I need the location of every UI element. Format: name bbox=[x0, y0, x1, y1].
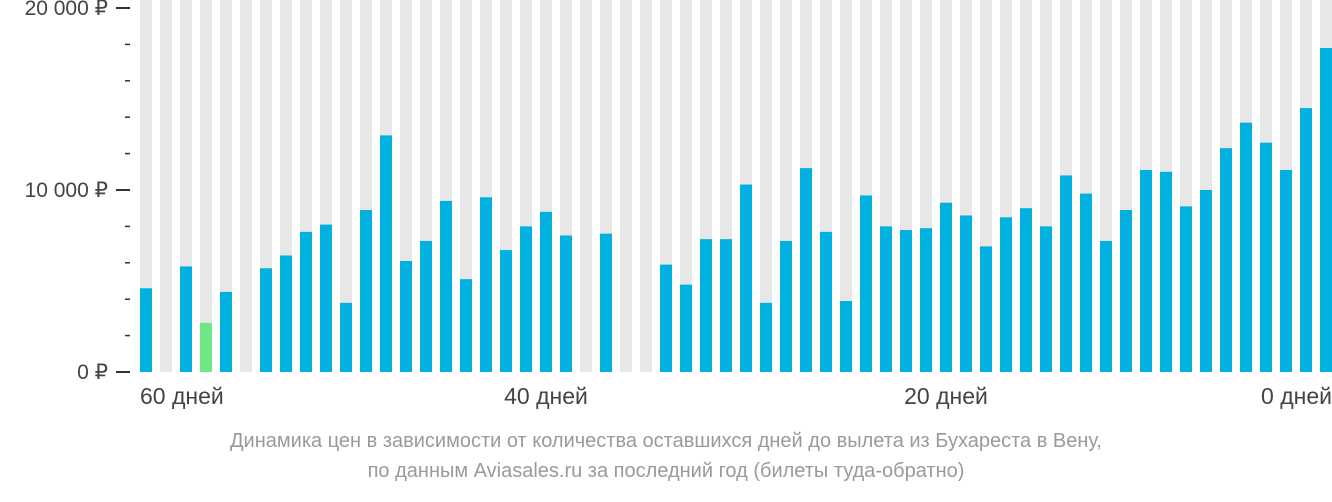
day-column-bg bbox=[580, 0, 592, 372]
price-bar[interactable] bbox=[880, 226, 892, 372]
price-bar[interactable] bbox=[320, 224, 332, 372]
price-bar[interactable] bbox=[860, 195, 872, 372]
x-tick-label: 60 дней bbox=[140, 383, 224, 409]
y-tick-label: 10 000 ₽ bbox=[25, 179, 108, 202]
price-bar[interactable] bbox=[220, 291, 232, 372]
day-column-bg bbox=[680, 0, 692, 372]
price-bar[interactable] bbox=[1300, 108, 1312, 372]
price-bar[interactable] bbox=[940, 202, 952, 372]
price-bar[interactable] bbox=[460, 279, 472, 372]
chart-caption-line-1: Динамика цен в зависимости от количества… bbox=[230, 430, 1102, 452]
day-column-bg bbox=[620, 0, 632, 372]
price-bar[interactable] bbox=[1220, 148, 1232, 372]
price-bar[interactable] bbox=[720, 239, 732, 372]
price-bar[interactable] bbox=[1100, 240, 1112, 372]
x-tick-label: 40 дней bbox=[504, 383, 588, 409]
price-bar[interactable] bbox=[1160, 171, 1172, 372]
day-column-bg bbox=[160, 0, 172, 372]
price-bar[interactable] bbox=[140, 288, 152, 372]
price-bar[interactable] bbox=[1080, 193, 1092, 372]
price-bar[interactable] bbox=[760, 302, 772, 372]
day-column-bg bbox=[140, 0, 152, 372]
price-bar[interactable] bbox=[1200, 190, 1212, 372]
price-bar[interactable] bbox=[440, 200, 452, 372]
price-bar[interactable] bbox=[900, 230, 912, 372]
y-tick-label: 0 ₽ bbox=[77, 361, 108, 384]
price-bar[interactable] bbox=[1280, 169, 1292, 372]
day-column-bg bbox=[840, 0, 852, 372]
price-bar[interactable] bbox=[360, 210, 372, 372]
price-bar[interactable] bbox=[520, 226, 532, 372]
price-bar[interactable] bbox=[260, 268, 272, 372]
price-bar[interactable] bbox=[680, 284, 692, 372]
price-bar[interactable] bbox=[960, 215, 972, 372]
price-bar[interactable] bbox=[420, 240, 432, 372]
price-bar[interactable] bbox=[1320, 48, 1332, 372]
price-bar[interactable] bbox=[600, 233, 612, 372]
price-bar[interactable] bbox=[280, 255, 292, 372]
x-tick-label: 0 дней bbox=[1261, 383, 1332, 409]
chart-caption-line-2: по данным Aviasales.ru за последний год … bbox=[367, 460, 965, 482]
price-bar[interactable] bbox=[700, 239, 712, 372]
day-column-bg bbox=[640, 0, 652, 372]
price-bar[interactable] bbox=[340, 302, 352, 372]
price-bar[interactable] bbox=[740, 184, 752, 372]
min-price-bar[interactable] bbox=[200, 322, 212, 372]
price-bar[interactable] bbox=[540, 211, 552, 372]
day-column-bg bbox=[240, 0, 252, 372]
price-bar[interactable] bbox=[660, 264, 672, 372]
price-bar[interactable] bbox=[1180, 206, 1192, 372]
day-column-bg bbox=[200, 0, 212, 372]
price-bar[interactable] bbox=[1140, 169, 1152, 372]
price-bar[interactable] bbox=[300, 231, 312, 372]
price-bar[interactable] bbox=[1260, 142, 1272, 372]
price-bar[interactable] bbox=[1120, 210, 1132, 372]
price-bar[interactable] bbox=[1040, 226, 1052, 372]
y-tick-label: 20 000 ₽ bbox=[25, 0, 108, 20]
price-bar[interactable] bbox=[1000, 217, 1012, 372]
price-bar[interactable] bbox=[1020, 208, 1032, 372]
price-bar[interactable] bbox=[1240, 122, 1252, 372]
x-tick-label: 20 дней bbox=[904, 383, 988, 409]
price-bar[interactable] bbox=[780, 240, 792, 372]
price-bar[interactable] bbox=[180, 266, 192, 372]
price-bar[interactable] bbox=[820, 231, 832, 372]
price-bar[interactable] bbox=[380, 135, 392, 372]
price-bar[interactable] bbox=[840, 301, 852, 372]
day-column-bg bbox=[460, 0, 472, 372]
price-bar[interactable] bbox=[920, 228, 932, 372]
price-bar[interactable] bbox=[500, 250, 512, 372]
price-bar[interactable] bbox=[400, 260, 412, 372]
price-bar[interactable] bbox=[1060, 175, 1072, 372]
price-dynamics-chart: 20 000 ₽ 10 000 ₽ 0 ₽ 60 дней 40 дней 20 дней… bbox=[25, 0, 1332, 409]
day-column-bg bbox=[340, 0, 352, 372]
price-bar[interactable] bbox=[480, 197, 492, 372]
day-column-bg bbox=[220, 0, 232, 372]
price-bar[interactable] bbox=[560, 235, 572, 373]
day-column-bg bbox=[760, 0, 772, 372]
price-bar[interactable] bbox=[800, 168, 812, 372]
price-bar[interactable] bbox=[980, 246, 992, 372]
